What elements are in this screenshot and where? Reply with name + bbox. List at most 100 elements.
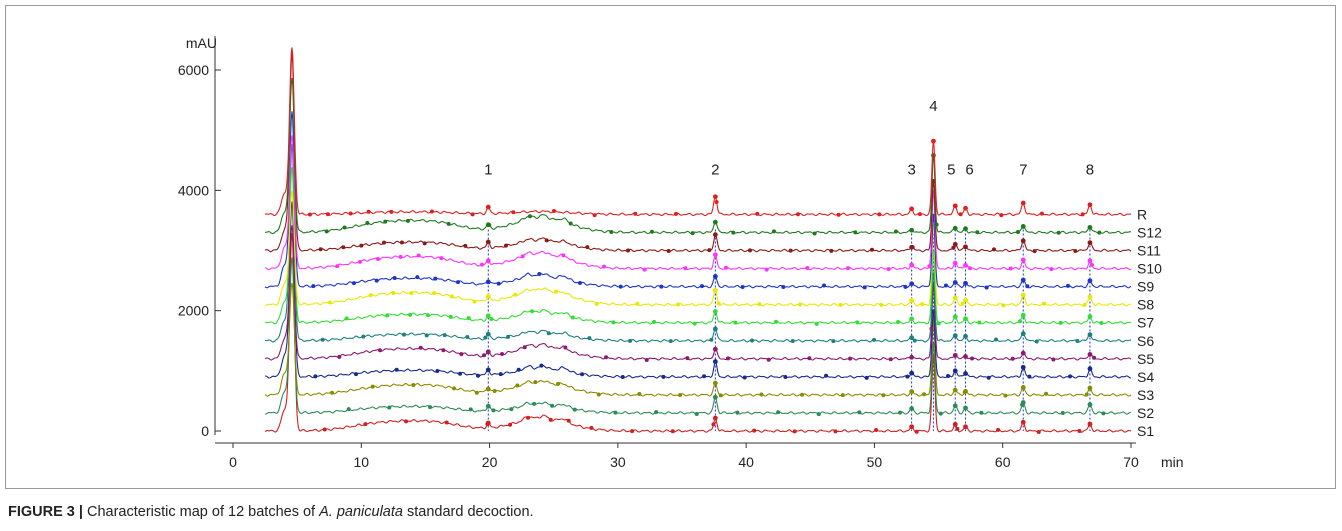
peak-marker — [1087, 202, 1093, 208]
peak-marker — [527, 214, 532, 219]
peak-marker — [909, 370, 915, 376]
peak-marker — [351, 281, 356, 286]
peak-marker — [927, 264, 932, 269]
peak-marker — [909, 335, 915, 341]
series-label-s3: S3 — [1137, 387, 1154, 403]
peak-marker — [712, 219, 718, 225]
peak-marker — [381, 240, 386, 245]
peak-marker — [909, 354, 915, 360]
peak-marker — [909, 262, 915, 268]
peak-marker — [609, 229, 614, 234]
series-label-s6: S6 — [1137, 333, 1154, 349]
peak-marker — [731, 230, 736, 235]
peak-marker — [1034, 339, 1039, 344]
peak-marker — [792, 429, 797, 434]
peak-marker — [952, 225, 958, 231]
peak-marker — [489, 316, 494, 321]
peak-marker — [546, 331, 551, 336]
peak-marker — [909, 406, 915, 411]
peak-marker — [485, 422, 490, 427]
peak-marker — [561, 253, 566, 258]
peak-marker — [711, 422, 716, 427]
peak-marker — [1020, 312, 1026, 318]
peak-marker — [968, 266, 973, 271]
peak-number-label: 1 — [484, 161, 492, 178]
peak-marker — [846, 266, 851, 271]
peak-marker — [1020, 364, 1026, 370]
peak-marker — [896, 320, 901, 325]
figure-caption: FIGURE 3 | Characteristic map of 12 batc… — [8, 504, 1328, 520]
peak-marker — [637, 391, 642, 396]
trace-s9 — [264, 111, 1132, 289]
peak-marker — [375, 256, 380, 261]
peak-marker — [1087, 402, 1093, 407]
peak-marker — [485, 331, 491, 337]
peak-marker — [869, 247, 874, 252]
peak-marker — [881, 393, 886, 398]
trace-s3 — [264, 282, 1132, 397]
peak-marker — [394, 367, 399, 372]
peak-marker — [946, 373, 951, 378]
peak-marker — [1087, 294, 1093, 300]
peak-marker — [387, 405, 392, 410]
peak-marker — [625, 248, 630, 253]
peak-marker — [952, 260, 958, 266]
peak-marker — [781, 284, 786, 289]
peak-marker — [474, 390, 479, 395]
peak-marker — [1015, 229, 1020, 234]
peak-marker — [944, 283, 949, 288]
peak-marker — [466, 316, 471, 321]
peak-marker — [509, 407, 514, 412]
peak-marker — [829, 248, 834, 253]
peak-marker — [446, 221, 451, 226]
peak-marker — [805, 266, 810, 271]
peak-marker — [472, 299, 477, 304]
peak-marker — [516, 367, 521, 372]
y-axis-label: mAU — [186, 35, 217, 51]
peak-marker — [783, 375, 788, 380]
peak-marker — [953, 333, 958, 338]
peak-marker — [920, 302, 925, 307]
peak-marker — [432, 290, 437, 295]
caption-species: A. paniculata — [319, 504, 403, 520]
peak-marker — [690, 231, 695, 236]
trace-r — [264, 47, 1132, 217]
peak-marker — [771, 229, 776, 234]
peak-marker — [391, 290, 396, 295]
peak-marker — [1087, 314, 1093, 319]
peak-marker — [508, 422, 513, 427]
peak-marker — [1087, 332, 1093, 338]
peak-marker — [425, 313, 430, 318]
peak-marker — [311, 284, 316, 289]
peak-marker — [912, 338, 917, 343]
peak-marker — [628, 338, 633, 343]
peak-marker — [539, 363, 544, 368]
peak-marker — [952, 421, 958, 427]
peak-marker — [602, 264, 607, 269]
peak-number-label: 2 — [711, 161, 719, 178]
peak-marker — [905, 374, 910, 379]
peak-marker — [692, 321, 697, 326]
peak-marker — [330, 390, 335, 395]
caption-text-end: standard decoction. — [402, 504, 534, 520]
peak-marker — [661, 374, 666, 379]
peak-marker — [752, 428, 757, 433]
y-tick-label: 6000 — [178, 62, 209, 78]
peak-marker — [485, 349, 491, 355]
peak-marker — [952, 280, 958, 285]
peak-marker — [952, 352, 958, 358]
peak-marker — [370, 384, 375, 389]
trace-s1 — [264, 233, 1131, 433]
peak-marker — [341, 245, 346, 250]
peak-marker — [439, 256, 444, 261]
peak-marker — [485, 258, 491, 264]
peak-marker — [520, 254, 525, 259]
peak-marker — [676, 302, 681, 307]
peak-marker — [415, 275, 420, 280]
peak-marker — [1020, 257, 1026, 263]
peak-marker — [585, 245, 590, 250]
peak-marker — [840, 393, 845, 398]
peak-marker — [485, 367, 491, 373]
peak-marker — [1049, 267, 1054, 272]
peak-marker — [1027, 374, 1032, 379]
